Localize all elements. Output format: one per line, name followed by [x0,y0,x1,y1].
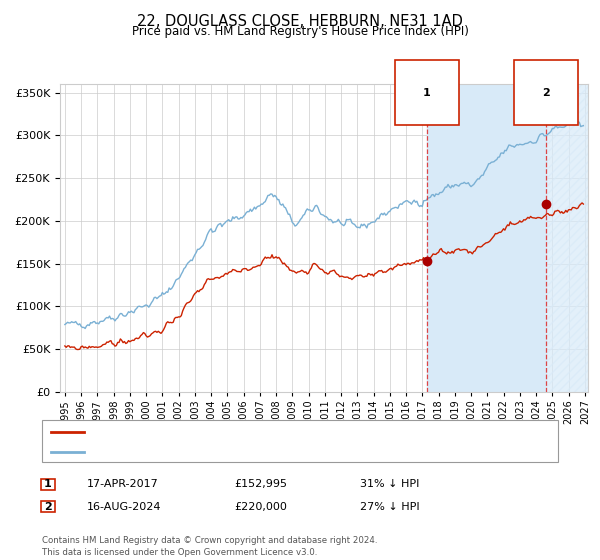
Text: 31% ↓ HPI: 31% ↓ HPI [360,479,419,489]
Text: 22, DOUGLASS CLOSE, HEBBURN, NE31 1AD: 22, DOUGLASS CLOSE, HEBBURN, NE31 1AD [137,14,463,29]
Bar [427,84,546,392]
Text: Price paid vs. HM Land Registry's House Price Index (HPI): Price paid vs. HM Land Registry's House … [131,25,469,38]
Text: 17-APR-2017: 17-APR-2017 [87,479,159,489]
Text: £220,000: £220,000 [234,502,287,512]
Bar [546,84,588,392]
Text: 2: 2 [44,502,52,512]
Text: Contains HM Land Registry data © Crown copyright and database right 2024.
This d: Contains HM Land Registry data © Crown c… [42,536,377,557]
Text: 1: 1 [423,87,431,97]
Text: 1: 1 [44,479,52,489]
Text: HPI: Average price, detached house, South Tyneside: HPI: Average price, detached house, Sout… [90,446,362,456]
Text: 22, DOUGLASS CLOSE, HEBBURN, NE31 1AD (detached house): 22, DOUGLASS CLOSE, HEBBURN, NE31 1AD (d… [90,427,417,437]
Text: 2: 2 [542,87,550,97]
Text: 16-AUG-2024: 16-AUG-2024 [87,502,161,512]
Text: 27% ↓ HPI: 27% ↓ HPI [360,502,419,512]
Text: £152,995: £152,995 [234,479,287,489]
